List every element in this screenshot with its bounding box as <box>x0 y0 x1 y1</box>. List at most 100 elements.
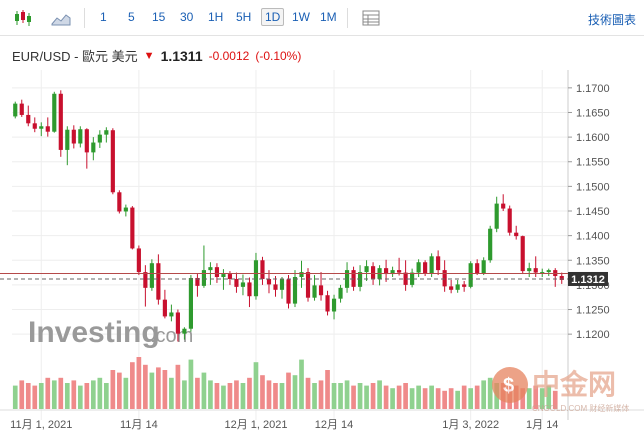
candlestick-type-icon[interactable] <box>12 8 34 28</box>
candle-body <box>13 103 18 117</box>
y-tick-label: 1.1400 <box>576 231 610 243</box>
volume-bar <box>12 385 18 409</box>
svg-text:$: $ <box>503 375 514 397</box>
down-arrow-icon: ▼ <box>143 49 155 62</box>
y-tick-label: 1.1600 <box>576 132 610 144</box>
candle-body <box>227 274 233 279</box>
volume-bar <box>364 385 369 409</box>
candle-body <box>182 328 187 334</box>
volume-bar <box>90 380 96 409</box>
candle-body <box>32 123 37 129</box>
volume-bar <box>344 380 350 409</box>
watermark-brand: Investing <box>28 316 160 349</box>
tech-chart-link[interactable]: 技術圖表 <box>587 13 636 27</box>
table-view-icon[interactable] <box>360 8 382 28</box>
candle-body <box>91 142 96 153</box>
volume-bar <box>169 377 174 409</box>
candle-body <box>136 248 141 273</box>
candle-body <box>501 203 506 209</box>
candle-body <box>156 263 161 300</box>
timeframe-1d[interactable]: 1D <box>261 8 285 26</box>
candle-body <box>234 278 239 287</box>
volume-bar <box>240 383 246 409</box>
volume-bar <box>188 359 194 409</box>
candle-body <box>423 262 428 274</box>
candle-body <box>370 266 376 279</box>
volume-bar <box>227 383 233 409</box>
candle-body <box>123 207 128 212</box>
timeframe-30[interactable]: 30 <box>180 10 194 24</box>
last-price-badge <box>568 271 608 286</box>
volume-bar <box>325 370 330 409</box>
volume-bar <box>253 362 259 409</box>
y-tick-label: 1.1500 <box>576 181 610 193</box>
y-tick-label: 1.1450 <box>576 206 610 218</box>
candle-body <box>201 270 207 286</box>
volume-bar <box>448 388 454 409</box>
area-chart-type-icon[interactable] <box>50 8 72 28</box>
volume-bar <box>468 388 474 409</box>
candle-body <box>429 256 434 274</box>
volume-bar <box>64 383 70 409</box>
volume-bar <box>403 383 408 409</box>
candle-body <box>507 208 512 233</box>
volume-bar <box>45 377 51 409</box>
volume-bar <box>195 377 200 409</box>
volume-bar <box>175 364 181 409</box>
candle-body <box>384 268 389 275</box>
volume-bar <box>533 385 539 409</box>
pair-name: EUR/USD - 歐元 美元 <box>12 49 138 64</box>
y-tick-label: 1.1350 <box>576 255 610 267</box>
timeframe-1m[interactable]: 1M <box>320 10 337 24</box>
y-tick-label: 1.1200 <box>576 329 610 341</box>
candle-body <box>442 270 447 287</box>
volume-bar <box>58 377 64 409</box>
volume-bar <box>103 383 109 409</box>
price-change-pct: (-0.10%) <box>255 48 302 63</box>
timeframe-15[interactable]: 15 <box>152 10 166 24</box>
volume-bar <box>123 377 129 409</box>
price-change: -0.0012 <box>208 48 250 63</box>
volume-bar <box>338 383 343 409</box>
candle-body <box>208 267 213 271</box>
toolbar-divider <box>84 8 85 28</box>
last-price: 1.1311 <box>160 47 203 64</box>
candle-body <box>143 272 148 288</box>
volume-bar <box>130 362 135 409</box>
volume-bar <box>409 388 415 409</box>
volume-bar <box>331 383 337 409</box>
candle-body <box>19 103 24 115</box>
volume-bar <box>247 377 252 409</box>
timeframe-1h[interactable]: 1H <box>208 10 224 24</box>
volume-bar <box>25 383 31 409</box>
y-tick-label: 1.1700 <box>576 83 610 95</box>
candle-body <box>416 262 421 273</box>
timeframe-1[interactable]: 1 <box>100 10 107 24</box>
candle-body <box>449 286 454 290</box>
candle-body <box>130 207 135 249</box>
volume-bar <box>455 390 460 409</box>
candle-body <box>45 126 50 132</box>
cngold-watermark: $ 中金网 CNGOLD.COM 财经新媒体 <box>492 367 629 413</box>
candle-body <box>214 267 220 278</box>
volume-bar <box>51 380 57 409</box>
x-tick-label: 12月 14 <box>315 419 354 431</box>
y-axis-labels: 1.1700 1.1650 1.1600 1.1550 1.1500 1.1450 1.14… <box>568 83 610 341</box>
volume-bar <box>546 385 552 409</box>
candle-body <box>84 129 89 153</box>
candle-body <box>436 256 441 271</box>
volume-bar <box>370 383 376 409</box>
volume-bar <box>156 367 161 409</box>
last-price-marker: 1.1312 <box>568 271 608 286</box>
candle-body <box>247 282 252 297</box>
volume-bar <box>429 385 434 409</box>
timeframe-5h[interactable]: 5H <box>236 10 252 24</box>
volume-bar <box>390 388 395 409</box>
timeframe-1w[interactable]: 1W <box>292 10 310 24</box>
candle-body <box>318 285 324 296</box>
candle-body <box>527 268 532 272</box>
timeframe-5[interactable]: 5 <box>128 10 135 24</box>
candle-body <box>397 270 402 273</box>
candle-body <box>462 284 467 287</box>
price-chart[interactable]: 11月 1, 2021 11月 14 12月 1, 2021 12月 14 1月 3, … <box>0 70 644 437</box>
